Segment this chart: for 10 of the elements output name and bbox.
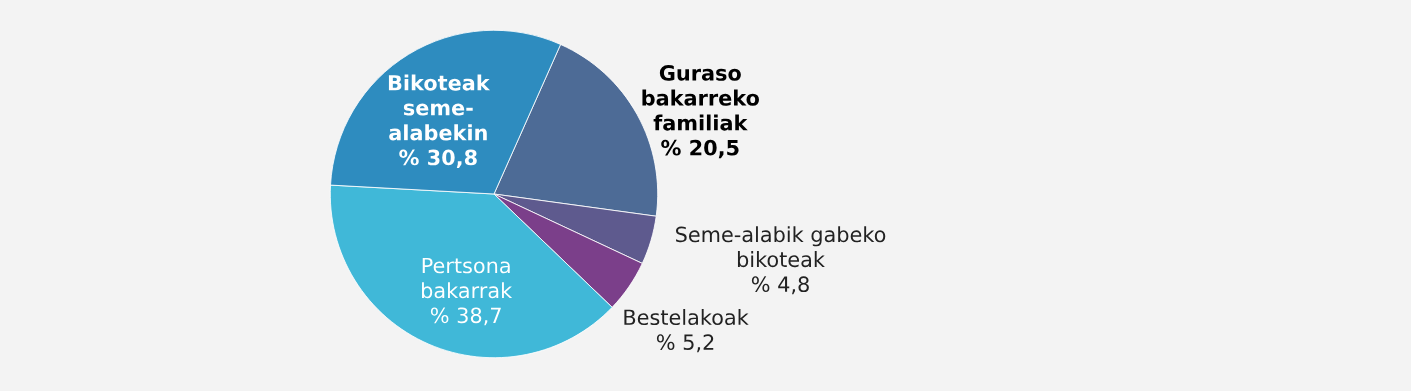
data-label: % 38,7 <box>430 307 501 326</box>
data-label: % 20,5 <box>661 139 739 159</box>
slice-label: Bikoteak seme- alabekin <box>388 74 491 141</box>
slice-label: Seme-alabik gabeko bikoteak <box>676 226 886 268</box>
data-label: % 4,8 <box>751 276 809 295</box>
data-label: % 30,8 <box>399 149 477 169</box>
data-label: % 5,2 <box>656 334 714 353</box>
slice-label: Bestelakoak <box>624 308 749 326</box>
slice-label: Pertsona bakarrak <box>422 257 513 299</box>
slice-label: Guraso bakarreko familiak <box>642 65 759 131</box>
